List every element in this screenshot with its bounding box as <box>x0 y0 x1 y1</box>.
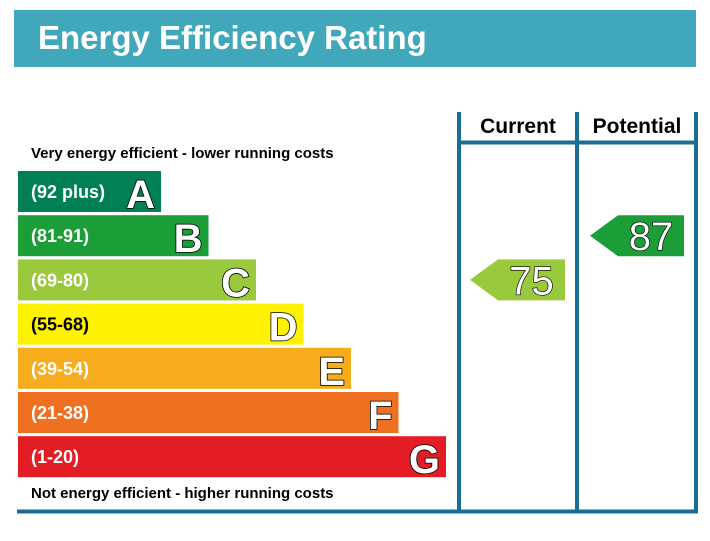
bottom-caption: Not energy efficient - higher running co… <box>31 485 334 502</box>
rating-value-current: 75 <box>509 259 554 303</box>
band-bar-c <box>18 259 256 301</box>
column-header-current: Current <box>480 115 556 138</box>
frame-divider-left <box>457 112 461 512</box>
band-letter-label: C <box>221 261 250 305</box>
frame-divider-middle <box>575 112 579 512</box>
top-caption: Very energy efficient - lower running co… <box>31 145 334 162</box>
rating-value-potential: 87 <box>629 215 674 259</box>
band-letter-label: E <box>318 350 345 394</box>
band-range-label: (21-38) <box>31 403 89 423</box>
band-d: (55-68) D <box>18 303 304 350</box>
band-bar-b <box>18 215 209 257</box>
band-bar-g <box>18 436 446 478</box>
band-range-label: (81-91) <box>31 226 89 246</box>
rating-arrow-shape <box>590 215 684 257</box>
rating-arrows: 75 87 <box>470 215 684 304</box>
frame-divider-right <box>694 112 698 512</box>
band-bar-d <box>18 303 304 345</box>
band-range-label: (69-80) <box>31 270 89 290</box>
rating-arrow-potential: 87 <box>590 215 684 260</box>
band-range-label: (39-54) <box>31 359 89 379</box>
chart-frame <box>17 112 698 514</box>
rating-arrow-shape <box>470 259 565 301</box>
band-letter-label: F <box>368 394 392 438</box>
frame-header-line <box>459 140 696 145</box>
band-letter-label: A <box>126 173 155 217</box>
header-bar: Energy Efficiency Rating <box>14 10 696 67</box>
band-letter-label: G <box>409 438 440 482</box>
band-b: (81-91) B <box>18 215 209 262</box>
band-c: (69-80) C <box>18 259 256 306</box>
rating-bands: (92 plus) A(81-91) B(69-80) C(55-68) D(39-54… <box>18 171 446 483</box>
band-range-label: (55-68) <box>31 315 89 335</box>
band-e: (39-54) E <box>18 347 351 395</box>
page-title: Energy Efficiency Rating <box>38 19 427 56</box>
frame-bottom-line <box>17 509 698 514</box>
column-header-potential: Potential <box>593 115 682 138</box>
band-bar-a <box>18 171 161 212</box>
band-bar-f <box>18 392 399 433</box>
band-letter-label: B <box>174 217 203 261</box>
band-range-label: (1-20) <box>31 447 79 467</box>
rating-arrow-current: 75 <box>470 259 565 304</box>
band-bar-e <box>18 347 351 389</box>
band-range-label: (92 plus) <box>31 182 105 202</box>
band-a: (92 plus) A <box>18 171 161 218</box>
band-letter-label: D <box>269 306 298 350</box>
band-f: (21-38) F <box>18 392 399 439</box>
band-g: (1-20) G <box>18 436 446 483</box>
